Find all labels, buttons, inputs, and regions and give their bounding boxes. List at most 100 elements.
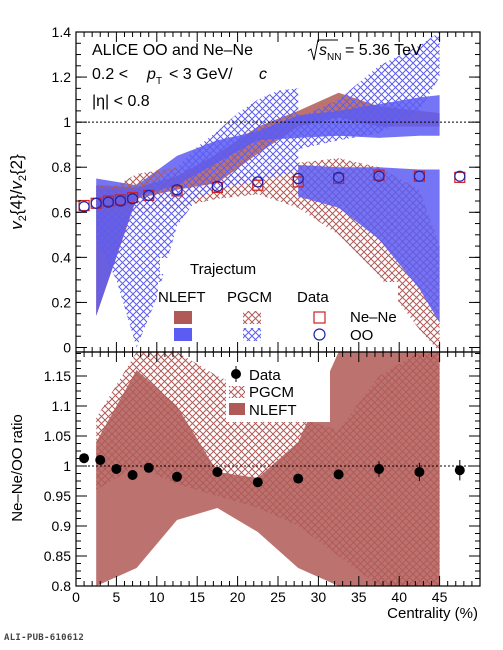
legend-pgcm-oo-swatch	[243, 328, 261, 341]
x-tick-label: 40	[391, 589, 407, 605]
bottom-panel: 0.8 0.85 0.9 0.95 1 1.05 1.1 1.15 0 5 10 15 20 25 30 35…	[9, 351, 481, 622]
system-label: ALICE OO and Ne–Ne	[92, 42, 253, 59]
bottom-data-point	[293, 473, 304, 484]
top-oo-band-low-band-5	[298, 165, 440, 323]
legend-pgcm-nene-swatch	[243, 311, 261, 324]
bottom-data-point	[374, 464, 384, 474]
legend-col-nleft: NLEFT	[158, 289, 206, 306]
top-data-point-oo	[252, 176, 264, 188]
top-y-tick-label: 1.4	[52, 24, 72, 40]
svg-text:= 5.36 TeV: = 5.36 TeV	[345, 42, 422, 59]
top-data-point-oo	[114, 195, 127, 207]
bottom-data-point	[212, 467, 223, 477]
bottom-data-point	[111, 464, 122, 474]
bottom-bands	[96, 352, 440, 586]
top-data-point-oo	[454, 170, 466, 182]
legend-bottom-pgcm: PGCM	[249, 384, 294, 401]
svg-text:0.2 <: 0.2 <	[92, 66, 128, 83]
x-tick-label: 35	[351, 589, 367, 605]
legend-nleft-oo-swatch	[174, 328, 192, 341]
top-y-tick-label: 0.2	[52, 294, 72, 310]
eta-label: |η| < 0.8	[92, 93, 150, 110]
bottom-data-point	[333, 469, 344, 480]
legend-col-data: Data	[297, 289, 329, 306]
x-tick-label: 15	[189, 589, 205, 605]
bottom-data-point	[252, 477, 263, 488]
bottom-data-point	[95, 455, 106, 465]
legend-bottom-pgcm-swatch	[229, 386, 245, 398]
svg-text:< 3 GeV/: < 3 GeV/	[169, 66, 233, 83]
top-data-point-oo	[126, 193, 139, 205]
bottom-data-point	[79, 453, 90, 464]
top-y-tick-label: 1.2	[52, 69, 72, 85]
top-legend: Trajectum NLEFT PGCM Data Ne–Ne OO	[158, 258, 398, 344]
legend-row-nene: Ne–Ne	[350, 309, 397, 326]
bottom-y-axis-label: Ne–Ne/OO ratio	[9, 414, 26, 522]
bottom-data-point	[172, 471, 182, 482]
top-pgcm-oo-hatch-3	[96, 88, 299, 348]
top-y-axis-label: v2{4}/v2{2}	[7, 154, 29, 230]
bottom-y-tick-label: 0.9	[52, 518, 72, 534]
bottom-y-tick-label: 0.8	[52, 578, 72, 594]
top-data-point-oo	[78, 201, 90, 213]
bottom-data-point	[143, 462, 154, 473]
top-data-point-oo	[333, 171, 345, 183]
legend-data-nene-marker	[313, 311, 326, 324]
svg-text:c: c	[259, 66, 267, 83]
legend-bottom-nleft: NLEFT	[249, 402, 297, 419]
x-tick-label: 30	[311, 589, 327, 605]
legend-bottom-data: Data	[249, 367, 281, 384]
bottom-axes: 0.8 0.85 0.9 0.95 1 1.05 1.1 1.15 0 5 10 15 20 25 30 35…	[44, 351, 481, 605]
x-axis-label: Centrality (%)	[387, 605, 478, 622]
bottom-nleft-band-1	[96, 352, 440, 586]
top-data-point-nene	[252, 179, 264, 191]
top-pgcm-oo-hatch-4	[298, 32, 440, 150]
top-y-tick-label: 0.4	[52, 249, 72, 265]
top-data-point-oo	[413, 170, 425, 182]
bottom-y-tick-label: 1.1	[52, 398, 72, 414]
svg-text:T: T	[156, 76, 162, 87]
top-data-point-oo	[211, 180, 223, 192]
bottom-legend: Data PGCM NLEFT	[226, 362, 330, 422]
top-data-point-oo	[90, 197, 102, 209]
bottom-y-tick-label: 0.85	[44, 548, 71, 564]
top-data-point-oo	[143, 189, 155, 201]
legend-row-oo: OO	[350, 327, 373, 344]
top-y-tick-label: 1	[63, 114, 71, 130]
top-data-point-oo	[292, 172, 304, 185]
top-data-point-nene	[292, 176, 304, 188]
bottom-data-point	[414, 467, 425, 477]
svg-text:p: p	[146, 66, 156, 83]
bottom-data-point	[454, 465, 465, 476]
top-y-tick-label: 0.8	[52, 159, 72, 175]
bottom-y-tick-label: 1	[63, 458, 71, 474]
bottom-y-tick-label: 1.05	[44, 428, 71, 444]
legend-header: Trajectum	[190, 261, 256, 278]
bottom-y-tick-label: 1.15	[44, 368, 71, 384]
bottom-y-tick-label: 0.95	[44, 488, 71, 504]
top-bands	[96, 32, 440, 352]
top-data-point-oo	[171, 184, 183, 196]
x-tick-label: 20	[230, 589, 246, 605]
bottom-data-point	[127, 470, 138, 480]
top-data-point-oo	[102, 196, 114, 208]
top-y-tick-label: 0.6	[52, 204, 72, 220]
x-tick-label: 25	[270, 589, 286, 605]
svg-text:s: s	[319, 42, 327, 59]
legend-col-pgcm: PGCM	[227, 289, 272, 306]
energy-label: s NN = 5.36 TeV	[307, 39, 422, 63]
svg-text:NN: NN	[327, 52, 341, 63]
legend-bottom-nleft-swatch	[229, 403, 245, 415]
publication-id: ALI-PUB-610612	[4, 633, 85, 643]
x-tick-label: 10	[149, 589, 165, 605]
pt-range-label: 0.2 < p T < 3 GeV/ c	[92, 66, 267, 87]
x-tick-label: 0	[72, 589, 80, 605]
top-data-point-oo	[373, 170, 385, 182]
x-tick-label: 5	[113, 589, 121, 605]
top-y-tick-label: 0	[63, 339, 71, 355]
legend-nleft-nene-swatch	[174, 311, 192, 324]
top-axes: 0 0.2 0.4 0.6 0.8 1 1.2 1.4	[52, 24, 481, 355]
x-tick-label: 45	[432, 589, 448, 605]
top-markers	[78, 169, 466, 213]
